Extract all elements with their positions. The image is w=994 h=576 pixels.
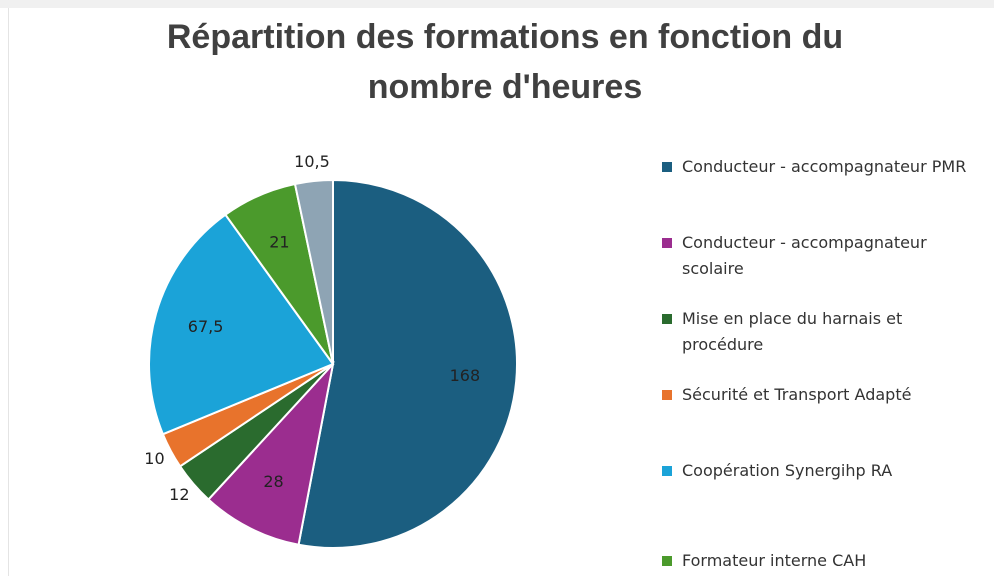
- data-label: 168: [450, 366, 481, 385]
- data-label: 21: [269, 232, 289, 251]
- legend-label: Mise en place du harnais et procédure: [682, 309, 903, 354]
- legend-item: Conducteur - accompagnateur PMR: [662, 154, 982, 180]
- data-label: 12: [169, 485, 189, 504]
- pie-slice: [293, 178, 334, 365]
- legend-swatch: [662, 314, 672, 324]
- left-edge: [8, 8, 9, 576]
- top-strip: [0, 0, 994, 8]
- legend-item: Coopération Synergihp RA: [662, 458, 982, 484]
- legend-swatch: [662, 162, 672, 172]
- data-label: 10: [144, 449, 164, 468]
- pie-slice: [148, 213, 335, 436]
- data-label: 10,5: [294, 152, 330, 171]
- legend-item: Formateur interne CAH: [662, 548, 982, 574]
- legend-swatch: [662, 466, 672, 476]
- legend-label: Formateur interne CAH: [682, 551, 867, 570]
- legend-item: Sécurité et Transport Adapté: [662, 382, 982, 408]
- legend-label: Conducteur - accompagnateur scolaire: [682, 233, 927, 278]
- legend-label: Coopération Synergihp RA: [682, 461, 893, 480]
- data-label: 28: [263, 472, 283, 491]
- pie-slice: [297, 178, 518, 549]
- legend-label: Conducteur - accompagnateur PMR: [682, 157, 967, 176]
- legend-swatch: [662, 556, 672, 566]
- pie-slice: [207, 360, 335, 546]
- legend-label: Sécurité et Transport Adapté: [682, 385, 912, 404]
- legend-swatch: [662, 390, 672, 400]
- legend-item: Mise en place du harnais et procédure: [662, 306, 982, 358]
- data-label: 67,5: [188, 317, 224, 336]
- legend-swatch: [662, 238, 672, 248]
- chart-title: Répartition des formations en fonction d…: [166, 18, 844, 106]
- legend-item: Conducteur - accompagnateur scolaire: [662, 230, 982, 282]
